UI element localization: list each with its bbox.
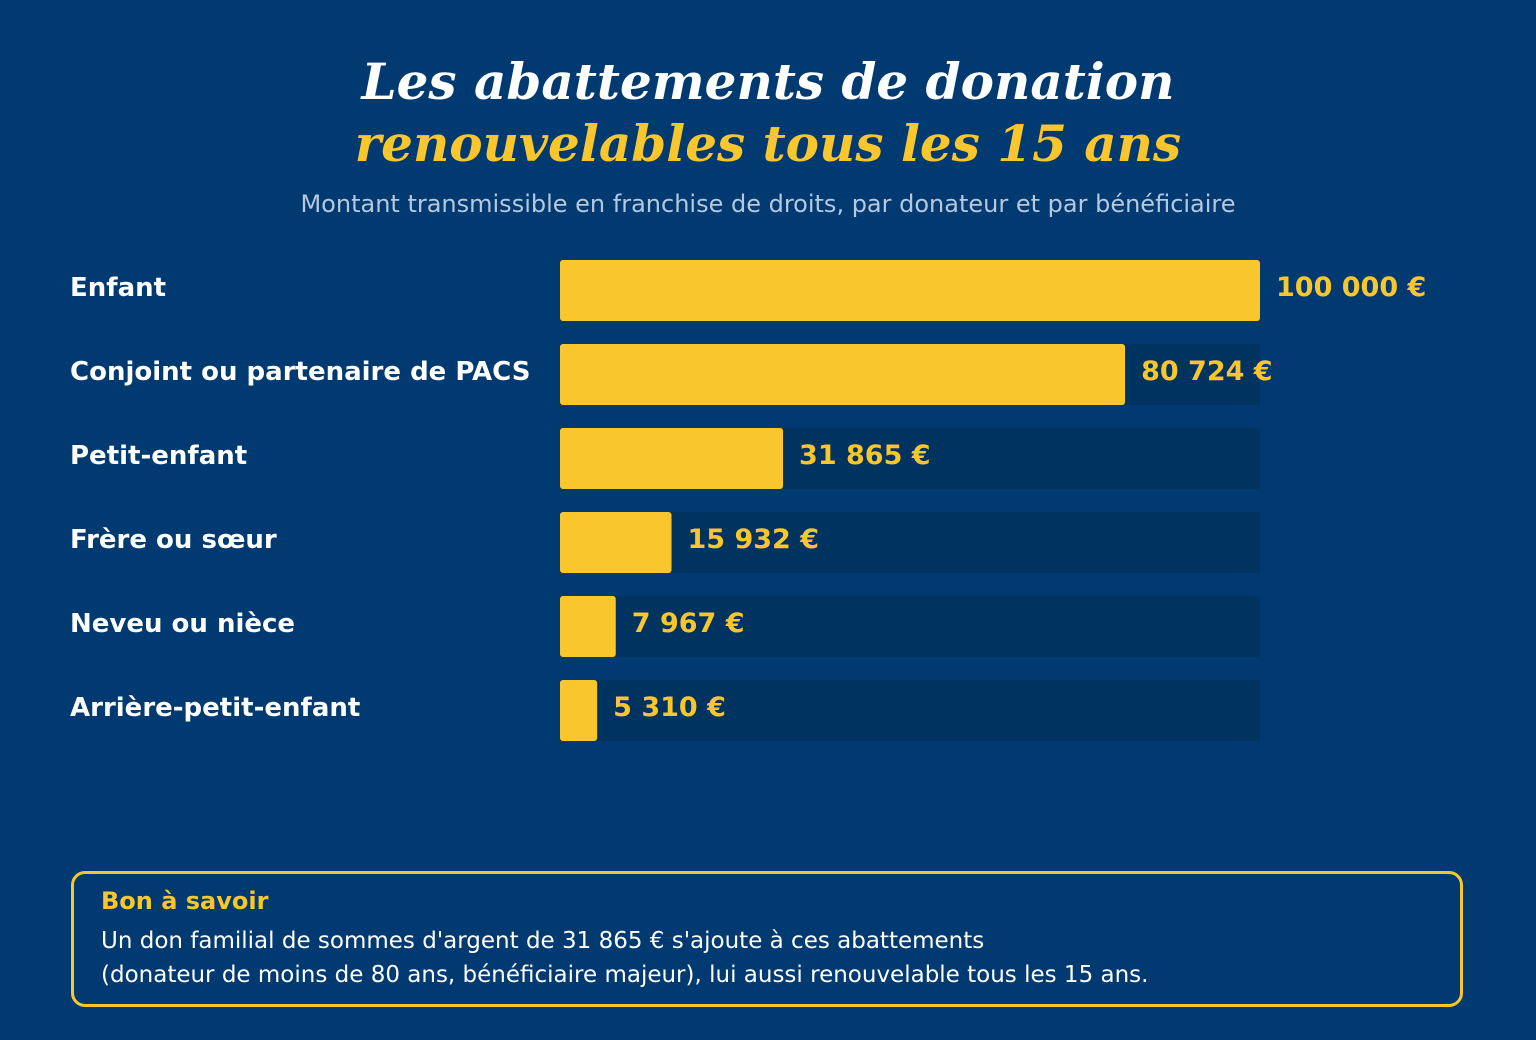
- category-label-2: Conjoint ou partenaire de PACS: [70, 357, 530, 387]
- value-label-6: 5 310 €: [613, 692, 726, 723]
- info-box-text-line-2: (donateur de moins de 80 ans, bénéficiai…: [101, 962, 1149, 988]
- bar-3: [560, 428, 784, 489]
- value-label-5: 7 967 €: [632, 608, 745, 639]
- bar-track-5: [560, 596, 1260, 657]
- bar-track-4: [560, 512, 1260, 573]
- value-label-2: 80 724 €: [1141, 356, 1273, 387]
- info-box-text-line-1: Un don familial de sommes d'argent de 31…: [101, 928, 985, 954]
- chart-title-line-2: renouvelables tous les 15 ans: [354, 114, 1182, 173]
- bar-chart: Enfant 100 000 € Conjoint ou partenaire de…: [70, 260, 1426, 741]
- bar-track-6: [560, 680, 1260, 741]
- chart-subtitle: Montant transmissible en franchise de dr…: [300, 190, 1236, 218]
- info-box-title: Bon à savoir: [101, 887, 269, 915]
- info-box: Bon à savoir Un don familial de sommes d…: [71, 871, 1463, 1007]
- category-label-3: Petit-enfant: [70, 441, 247, 471]
- category-label-5: Neveu ou nièce: [70, 609, 295, 639]
- value-label-3: 31 865 €: [799, 440, 931, 471]
- category-label-4: Frère ou sœur: [70, 525, 277, 555]
- bar-4: [560, 512, 672, 573]
- category-label-6: Arrière-petit-enfant: [70, 693, 360, 723]
- chart-title-line-1: Les abattements de donation: [361, 52, 1175, 111]
- value-label-1: 100 000 €: [1276, 272, 1426, 303]
- bar-6: [560, 680, 598, 741]
- bar-2: [560, 344, 1126, 405]
- category-label-1: Enfant: [70, 273, 166, 303]
- bar-1: [560, 260, 1260, 321]
- value-label-4: 15 932 €: [688, 524, 820, 555]
- bar-5: [560, 596, 616, 657]
